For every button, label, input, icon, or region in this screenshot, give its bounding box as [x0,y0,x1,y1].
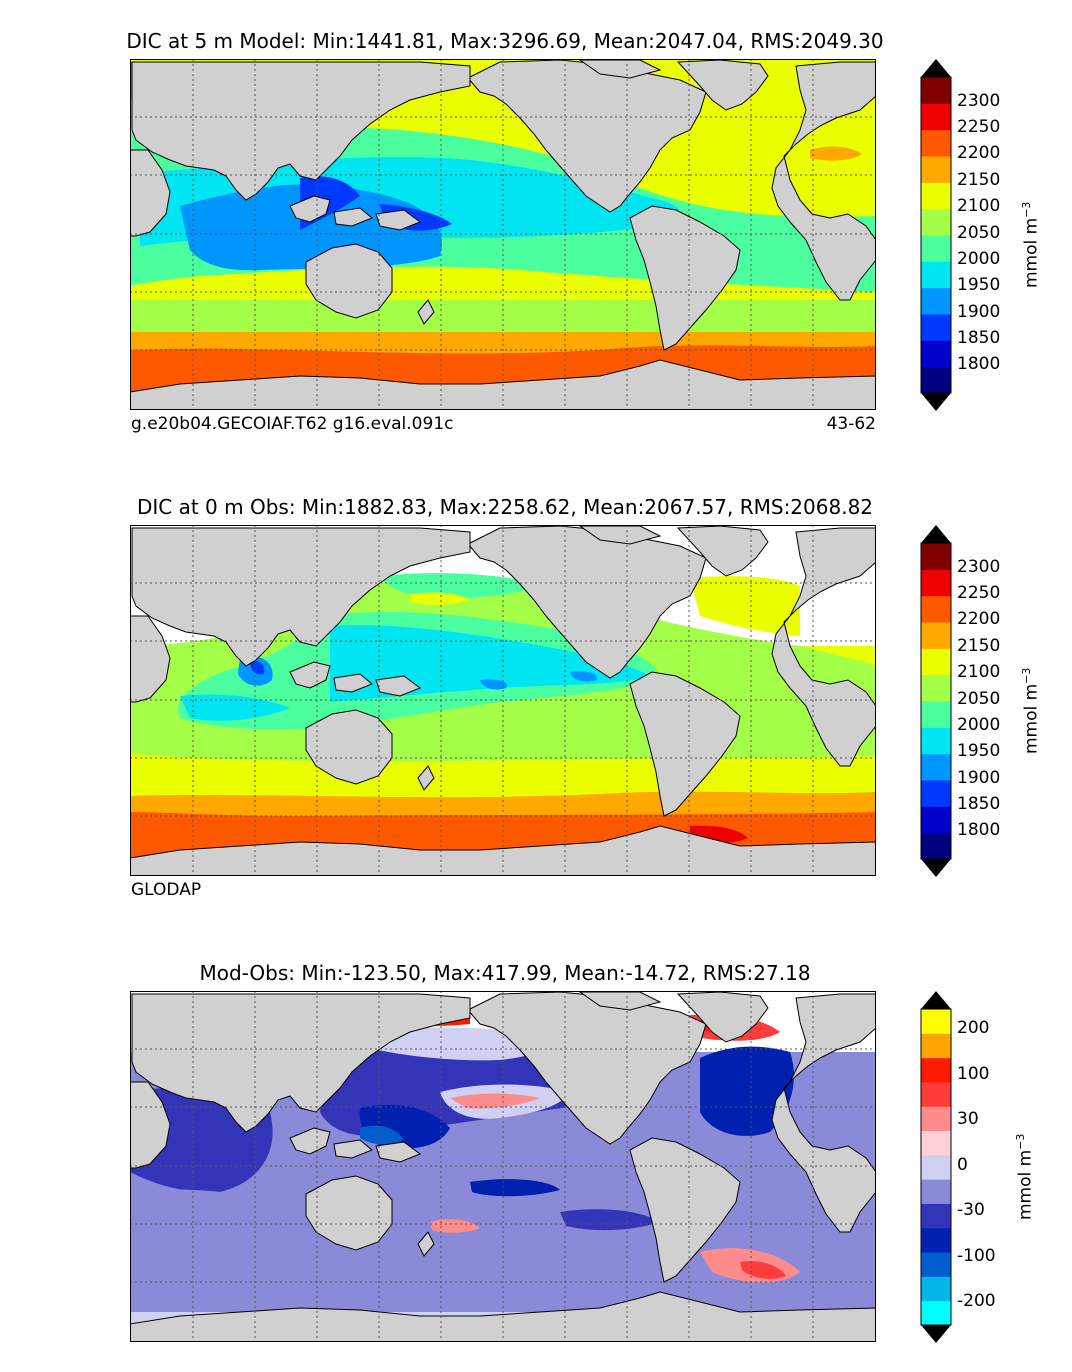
colorbar-segment [921,595,951,623]
colorbar-tick: 2150 [957,636,1001,656]
colorbar-tick: 2250 [957,583,1001,603]
colorbar-tick: 2300 [957,557,1001,577]
colorbar-tick: 2050 [957,223,1001,243]
colorbar-tick: 2150 [957,170,1001,190]
colorbar-units: mmol m−3 [1014,1133,1036,1220]
colorbar-segment [921,182,951,210]
colorbar-segment [921,261,951,289]
colorbar-segment [921,156,951,183]
panel-title: Mod-Obs: Min:-123.50, Max:417.99, Mean:-… [199,961,811,985]
colorbar-extend-max [921,59,951,77]
colorbar-segment [921,1057,951,1083]
colorbar-tick: 200 [957,1018,990,1038]
colorbar-tick: 2300 [957,91,1001,111]
colorbar [920,59,952,411]
colorbar-segment [921,366,951,394]
colorbar-segment [921,1033,951,1059]
model-map [130,59,876,409]
colorbar-tick: 2000 [957,715,1001,735]
colorbar-tick: 1950 [957,741,1001,761]
colorbar-segment [921,806,951,834]
panel-title: DIC at 0 m Obs: Min:1882.83, Max:2258.62… [136,495,874,519]
colorbar-segment [921,287,951,315]
colorbar-segment [921,543,951,570]
colorbar-segment [921,1227,951,1253]
model-panel: DIC at 5 m Model: Min:1441.81, Max:3296.… [0,0,1072,440]
colorbar-segment [921,77,951,104]
colorbar-tick: 0 [957,1155,968,1175]
colorbar-tick: -30 [957,1200,985,1220]
colorbar-extend-min [921,859,951,877]
colorbar-tick: 2200 [957,143,1001,163]
colorbar-tick: 2000 [957,249,1001,269]
colorbar-segment [921,314,951,341]
obs-map [130,525,876,875]
colorbar-tick: 1900 [957,302,1001,322]
colorbar-segment [921,1154,951,1180]
colorbar-tick: 100 [957,1064,990,1084]
colorbar-segment [921,1179,951,1204]
colorbar-tick: 1800 [957,820,1001,840]
obs-panel: DIC at 0 m Obs: Min:1882.83, Max:2258.62… [0,466,1072,906]
difference-panel: Mod-Obs: Min:-123.50, Max:417.99, Mean:-… [0,932,1072,1372]
colorbar-outline [920,542,952,860]
colorbar-units: mmol m−3 [1020,201,1042,288]
colorbar-outline [920,76,952,394]
colorbar-outline [920,1008,952,1326]
colorbar-segment [921,1009,951,1034]
colorbar-segment [921,103,951,131]
colorbar-tick: -200 [957,1291,996,1311]
colorbar-tick: 2050 [957,689,1001,709]
colorbar-tick: 1800 [957,354,1001,374]
colorbar-segment [921,1203,951,1229]
colorbar-segment [921,701,951,728]
year-range: 43-62 [826,414,876,434]
colorbar-tick: 2100 [957,196,1001,216]
colorbar-segment [921,129,951,157]
colorbar-units: mmol m−3 [1020,667,1042,754]
colorbar-extend-min [921,1325,951,1343]
colorbar-segment [921,1276,951,1302]
colorbar-segment [921,1130,951,1156]
data-source: GLODAP [131,880,202,900]
colorbar-tick: 2100 [957,662,1001,682]
colorbar-segment [921,648,951,676]
colorbar-segment [921,753,951,781]
colorbar-tick: -100 [957,1246,996,1266]
colorbar-segment [921,340,951,368]
colorbar-segment [921,208,951,236]
colorbar-tick: 2250 [957,117,1001,137]
colorbar-segment [921,569,951,597]
colorbar-segment [921,674,951,702]
colorbar-tick: 2200 [957,609,1001,629]
colorbar-segment [921,1106,951,1132]
colorbar-extend-min [921,393,951,411]
colorbar-tick: 30 [957,1109,979,1129]
panel-title: DIC at 5 m Model: Min:1441.81, Max:3296.… [126,29,884,53]
colorbar-segment [921,622,951,649]
colorbar-extend-max [921,525,951,543]
colorbar-tick: 1850 [957,328,1001,348]
colorbar-tick: 1950 [957,275,1001,295]
colorbar-segment [921,1300,951,1326]
colorbar [920,525,952,877]
colorbar [920,991,952,1343]
colorbar-segment [921,1252,951,1277]
colorbar-tick: 1850 [957,794,1001,814]
colorbar-segment [921,832,951,860]
colorbar-extend-max [921,991,951,1009]
run-label: g.e20b04.GECOIAF.T62 g16.eval.091c [131,414,454,434]
colorbar-segment [921,727,951,755]
colorbar-tick: 1900 [957,768,1001,788]
colorbar-segment [921,235,951,262]
colorbar-segment [921,780,951,807]
colorbar-segment [921,1081,951,1107]
difference-map [130,991,876,1341]
